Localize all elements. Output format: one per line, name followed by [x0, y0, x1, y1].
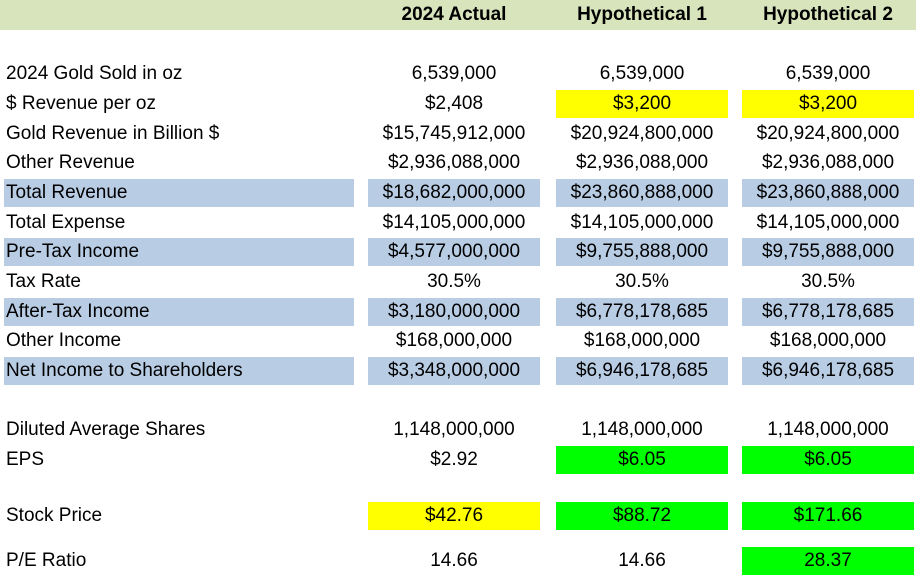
row-label-other-income: Other Income: [6, 330, 122, 351]
row-label-total-revenue: Total Revenue: [4, 179, 354, 207]
header-hypothetical-2: Hypothetical 2: [763, 4, 893, 25]
cell-eps-hyp1: $6.05: [556, 446, 728, 474]
cell-pe-ratio-actual: 14.66: [430, 550, 478, 571]
cell-net-income-actual: $3,348,000,000: [368, 357, 540, 385]
row-label-gold-revenue: Gold Revenue in Billion $: [6, 123, 220, 144]
cell-tax-rate-hyp2: 30.5%: [801, 271, 855, 292]
header-hypothetical-1: Hypothetical 1: [577, 4, 707, 25]
row-label-pe-ratio: P/E Ratio: [6, 550, 87, 571]
row-label-pre-tax-income: Pre-Tax Income: [4, 238, 354, 266]
cell-total-expense-actual: $14,105,000,000: [382, 212, 526, 233]
cell-stock-price-hyp1: $88.72: [556, 502, 728, 530]
cell-after-tax-income-actual: $3,180,000,000: [368, 298, 540, 326]
cell-net-income-hyp1: $6,946,178,685: [556, 357, 728, 385]
cell-other-income-hyp2: $168,000,000: [769, 330, 887, 351]
cell-revenue-per-oz-hyp2: $3,200: [742, 90, 914, 118]
cell-net-income-hyp2: $6,946,178,685: [742, 357, 914, 385]
row-label-stock-price: Stock Price: [6, 505, 103, 526]
cell-other-income-hyp1: $168,000,000: [583, 330, 701, 351]
cell-eps-actual: $2.92: [430, 449, 478, 470]
cell-total-revenue-actual: $18,682,000,000: [368, 179, 540, 207]
cell-after-tax-income-hyp1: $6,778,178,685: [556, 298, 728, 326]
cell-pre-tax-income-hyp1: $9,755,888,000: [556, 238, 728, 266]
cell-total-revenue-hyp2: $23,860,888,000: [742, 179, 914, 207]
cell-tax-rate-actual: 30.5%: [427, 271, 481, 292]
cell-pe-ratio-hyp2: 28.37: [742, 547, 914, 575]
cell-gold-sold-hyp2: 6,539,000: [785, 63, 871, 84]
cell-total-expense-hyp2: $14,105,000,000: [756, 212, 900, 233]
row-label-after-tax-income: After-Tax Income: [4, 298, 354, 326]
row-label-gold-sold: 2024 Gold Sold in oz: [6, 63, 183, 84]
cell-tax-rate-hyp1: 30.5%: [615, 271, 669, 292]
cell-revenue-per-oz-actual: $2,408: [424, 93, 484, 114]
cell-other-revenue-hyp1: $2,936,088,000: [575, 152, 709, 173]
header-band: [0, 0, 916, 30]
row-label-diluted-shares: Diluted Average Shares: [6, 419, 206, 440]
cell-other-revenue-actual: $2,936,088,000: [387, 152, 521, 173]
cell-total-expense-hyp1: $14,105,000,000: [570, 212, 714, 233]
cell-pe-ratio-hyp1: 14.66: [618, 550, 666, 571]
cell-other-income-actual: $168,000,000: [395, 330, 513, 351]
cell-diluted-shares-hyp1: 1,148,000,000: [581, 419, 703, 440]
cell-pre-tax-income-hyp2: $9,755,888,000: [742, 238, 914, 266]
cell-gold-sold-hyp1: 6,539,000: [599, 63, 685, 84]
cell-stock-price-hyp2: $171.66: [742, 502, 914, 530]
row-label-other-revenue: Other Revenue: [6, 152, 135, 173]
cell-gold-revenue-hyp2: $20,924,800,000: [756, 123, 900, 144]
cell-pre-tax-income-actual: $4,577,000,000: [368, 238, 540, 266]
row-label-total-expense: Total Expense: [6, 212, 126, 233]
row-label-eps: EPS: [6, 449, 45, 470]
cell-stock-price-actual: $42.76: [368, 502, 540, 530]
cell-gold-revenue-actual: $15,745,912,000: [382, 123, 526, 144]
row-label-revenue-per-oz: $ Revenue per oz: [6, 93, 156, 114]
header-2024-actual: 2024 Actual: [401, 4, 507, 25]
cell-after-tax-income-hyp2: $6,778,178,685: [742, 298, 914, 326]
cell-gold-sold-actual: 6,539,000: [411, 63, 497, 84]
cell-diluted-shares-actual: 1,148,000,000: [393, 419, 515, 440]
row-label-net-income: Net Income to Shareholders: [4, 357, 354, 385]
cell-revenue-per-oz-hyp1: $3,200: [556, 90, 728, 118]
cell-gold-revenue-hyp1: $20,924,800,000: [570, 123, 714, 144]
cell-other-revenue-hyp2: $2,936,088,000: [761, 152, 895, 173]
row-label-tax-rate: Tax Rate: [6, 271, 81, 292]
cell-total-revenue-hyp1: $23,860,888,000: [556, 179, 728, 207]
cell-eps-hyp2: $6.05: [742, 446, 914, 474]
cell-diluted-shares-hyp2: 1,148,000,000: [767, 419, 889, 440]
